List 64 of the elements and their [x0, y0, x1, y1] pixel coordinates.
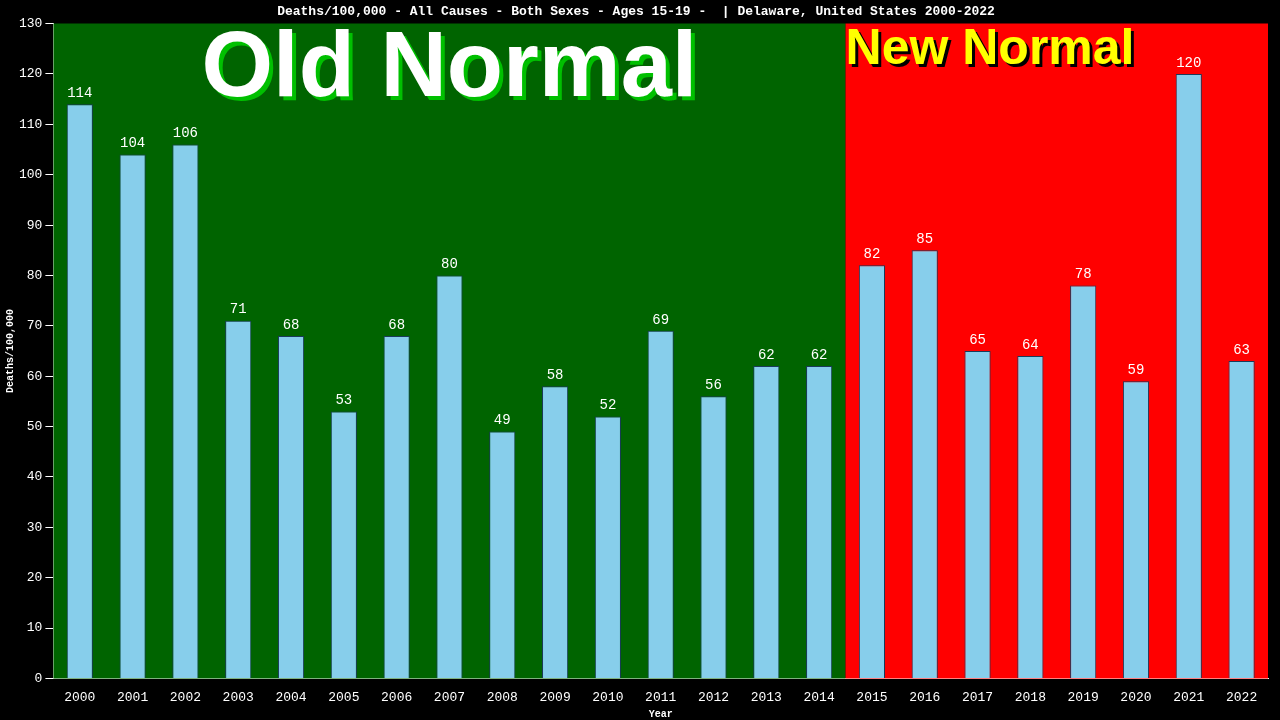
x-axis-title: Year [648, 708, 673, 720]
y-tick-label: 30 [26, 519, 43, 535]
data-label: 104 [120, 135, 146, 152]
data-label: 120 [1176, 54, 1202, 71]
x-tick-label: 2015 [856, 689, 888, 705]
data-label: 62 [757, 346, 775, 363]
data-label: 69 [652, 311, 670, 328]
data-label: 49 [493, 412, 511, 429]
band-label: New Normal [845, 19, 1135, 76]
x-tick-label: 2004 [275, 689, 307, 705]
x-tick-label: 2012 [697, 689, 730, 705]
x-tick-label: 2006 [381, 689, 413, 705]
x-tick-label: 2001 [117, 689, 149, 705]
x-tick-label: 2020 [1120, 689, 1152, 705]
x-tick-label: 2017 [961, 689, 994, 705]
data-label: 114 [67, 84, 93, 101]
chart-title: Deaths/100,000 - All Causes - Both Sexes - Ages 15-19 - | Delaware, United States 2000-2022 [277, 4, 996, 20]
y-tick-label: 40 [26, 469, 43, 485]
data-label: 68 [388, 316, 406, 333]
y-tick-label: 0 [34, 670, 43, 686]
x-tick-label: 2008 [486, 689, 518, 705]
y-tick-label: 90 [26, 217, 43, 233]
data-label: 65 [969, 331, 986, 348]
data-label: 62 [810, 346, 828, 363]
data-label: 78 [1074, 266, 1092, 283]
data-label: 56 [705, 377, 722, 394]
y-tick-label: 10 [26, 620, 43, 636]
x-tick-label: 2018 [1014, 689, 1046, 705]
x-tick-label: 2011 [645, 689, 677, 705]
y-tick-label: 120 [19, 66, 43, 82]
x-tick-label: 2010 [592, 689, 624, 705]
y-axis-title: Deaths/100,000 [4, 308, 16, 394]
data-label: 64 [1021, 336, 1039, 353]
y-tick-label: 20 [26, 570, 43, 586]
x-tick-label: 2009 [539, 689, 571, 705]
x-tick-label: 2016 [909, 689, 941, 705]
data-label: 80 [441, 256, 458, 273]
y-tick-label: 130 [19, 16, 43, 32]
data-label: 106 [172, 125, 199, 142]
x-tick-label: 2022 [1225, 689, 1258, 705]
data-label: 68 [282, 316, 300, 333]
x-tick-label: 2013 [750, 689, 782, 705]
data-label: 63 [1233, 341, 1250, 358]
x-tick-label: 2007 [433, 689, 466, 705]
x-tick-label: 2019 [1067, 689, 1099, 705]
data-label: 59 [1127, 361, 1145, 378]
x-tick-label: 2021 [1173, 689, 1205, 705]
data-label: 58 [546, 366, 564, 383]
y-tick-label: 100 [19, 167, 43, 183]
x-tick-label: 2003 [222, 689, 254, 705]
y-tick-label: 50 [26, 418, 43, 434]
y-tick-label: 80 [26, 267, 43, 283]
x-tick-label: 2002 [169, 689, 202, 705]
y-tick-label: 70 [26, 318, 43, 334]
y-tick-label: 60 [26, 368, 43, 384]
x-tick-label: 2005 [328, 689, 360, 705]
y-tick-label: 110 [19, 116, 43, 132]
data-label: 52 [599, 397, 617, 414]
data-label: 85 [916, 230, 934, 247]
x-tick-label: 2000 [64, 689, 96, 705]
data-label: 71 [229, 301, 247, 318]
data-label: 53 [335, 392, 353, 409]
x-tick-label: 2014 [803, 689, 835, 705]
data-label: 82 [863, 246, 881, 263]
